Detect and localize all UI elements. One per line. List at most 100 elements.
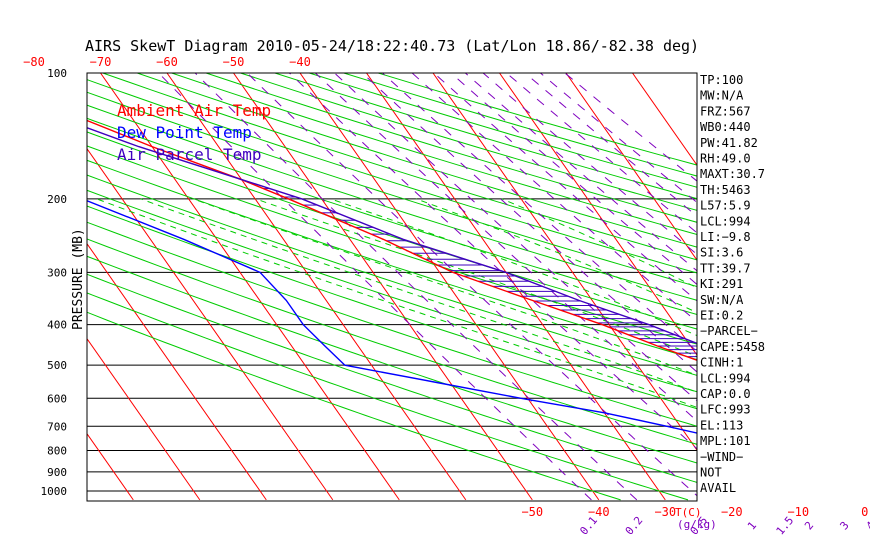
pressure-tick-label: 500 [47, 359, 67, 372]
stat-item: EL:113 [700, 418, 743, 432]
cape-shading [241, 179, 697, 361]
top-temperature-axis: −120−110−100−90−80−70−60−50−40 [23, 55, 311, 69]
dry-adiabat--10 [87, 255, 697, 464]
stat-item: TP:100 [700, 73, 743, 87]
mixing-ratio-line-0.2 [194, 73, 638, 501]
stat-item: TT:39.7 [700, 261, 751, 275]
stat-item: −WIND− [700, 450, 743, 464]
moist-adiabat-14 [140, 198, 697, 393]
dry-adiabat-10 [87, 221, 697, 427]
dry-adiabat-60 [87, 145, 697, 345]
dry-adiabat-100 [87, 91, 697, 288]
isotherm--90 [87, 242, 267, 501]
stat-item: SW:N/A [700, 293, 744, 307]
temperature-unit-label: T(C) [675, 506, 702, 519]
isotherm--20 [432, 73, 697, 452]
series-parcel-temp [87, 127, 697, 345]
top-tick-label: −80 [23, 55, 45, 69]
isotherm-10 [632, 73, 697, 167]
mixing-ratio-label: 3 [838, 519, 852, 532]
mixing-ratio-line-2 [334, 73, 697, 402]
top-tick-label: −50 [223, 55, 245, 69]
dry-adiabat-0 [87, 238, 697, 445]
pressure-tick-label: 300 [47, 266, 67, 279]
mixing-ratio-line-20 [506, 73, 697, 234]
stat-item: L57:5.9 [700, 199, 751, 213]
isotherm--70 [100, 73, 400, 501]
isotherm--80 [87, 147, 334, 501]
pressure-tick-label: 800 [47, 444, 67, 457]
stat-item: CINH:1 [700, 356, 743, 370]
dry-adiabat-40 [87, 174, 697, 376]
bottom-tick-label: −10 [787, 505, 809, 519]
pressure-tick-label: 1000 [41, 485, 68, 498]
dry-adiabat--30 [87, 292, 689, 501]
stat-item: CAPE:5458 [700, 340, 765, 354]
stat-item: CAP:0.0 [700, 387, 751, 401]
stat-item: MW:N/A [700, 89, 744, 103]
isotherm--60 [166, 73, 467, 501]
mixing-ratio-line-0.1 [158, 73, 592, 501]
top-tick-label: −70 [90, 55, 112, 69]
stat-item: SI:3.6 [700, 246, 743, 260]
stat-item: KI:291 [700, 277, 743, 291]
dry-adiabat--40 [87, 311, 621, 501]
isotherm-30 [766, 73, 870, 500]
dry-adiabat--20 [87, 273, 697, 483]
mixing-ratio-line-10 [450, 73, 697, 286]
bottom-tick-label: −20 [721, 505, 743, 519]
moist-adiabat-26 [330, 198, 697, 337]
stat-item: AVAIL [700, 481, 736, 495]
stat-item: LCL:994 [700, 371, 751, 385]
dry-adiabat-180 [309, 73, 697, 188]
top-tick-label: −60 [156, 55, 178, 69]
pressure-tick-label: 900 [47, 466, 67, 479]
plot-frame [86, 72, 698, 502]
chart-title: AIRS SkewT Diagram 2010-05-24/18:22:40.7… [85, 37, 699, 55]
legend-ambient: Ambient Air Temp [117, 101, 271, 120]
series-ambient-temp [87, 119, 697, 362]
series-dewpoint-temp [87, 199, 697, 434]
mixing-ratio-line-1 [289, 73, 697, 450]
mixing-ratio-label: 0.2 [623, 514, 646, 538]
series-layer [87, 119, 697, 434]
stat-item: FRZ:567 [700, 104, 751, 118]
dry-adiabat-160 [240, 73, 697, 211]
legend: Ambient Air Temp Dew Point Temp Air Parc… [117, 101, 271, 164]
moist-adiabat-22 [255, 198, 697, 358]
mixing-ratio-line-12 [464, 73, 697, 272]
bottom-tick-label: −40 [588, 505, 610, 519]
bottom-tick-label: −50 [521, 505, 543, 519]
isotherm--100 [87, 337, 201, 501]
pressure-tick-label: 200 [47, 193, 67, 206]
isotherm-0 [565, 73, 697, 262]
isotherm--50 [233, 73, 533, 501]
mixing-ratio-line-3 [361, 73, 697, 373]
dry-adiabat-110 [87, 79, 697, 274]
isotherm-40 [832, 73, 870, 500]
stat-item: −PARCEL− [700, 324, 758, 338]
stat-item: LCL:994 [700, 214, 751, 228]
dry-adiabat-20 [87, 205, 697, 410]
moist-adiabat-10 [96, 198, 697, 408]
stat-item: PW:41.82 [700, 136, 758, 150]
legend-parcel: Air Parcel Temp [117, 145, 262, 164]
stat-item: MPL:101 [700, 434, 751, 448]
mixing-ratio-label: 1 [745, 519, 759, 532]
bottom-temperature-axis: −50−40−30−20−100102030 [521, 505, 868, 519]
mixing-ratio-label: 2 [802, 519, 816, 532]
stat-item: NOT [700, 466, 722, 480]
dry-adiabat-170 [274, 73, 697, 200]
pressure-tick-label: 400 [47, 319, 67, 332]
moist-adiabat-30 [415, 198, 697, 314]
pressure-tick-label: 700 [47, 420, 67, 433]
stat-item: EI:0.2 [700, 309, 743, 323]
stat-item: LI:−9.8 [700, 230, 751, 244]
pressure-axis: 100 200 300 400 500 600 700 800 900 1000 [41, 67, 68, 498]
dry-adiabat-200 [378, 73, 697, 166]
top-tick-label: −40 [289, 55, 311, 69]
mixing-ratio-label: 4 [864, 519, 870, 533]
bottom-tick-label: 0 [861, 505, 868, 519]
